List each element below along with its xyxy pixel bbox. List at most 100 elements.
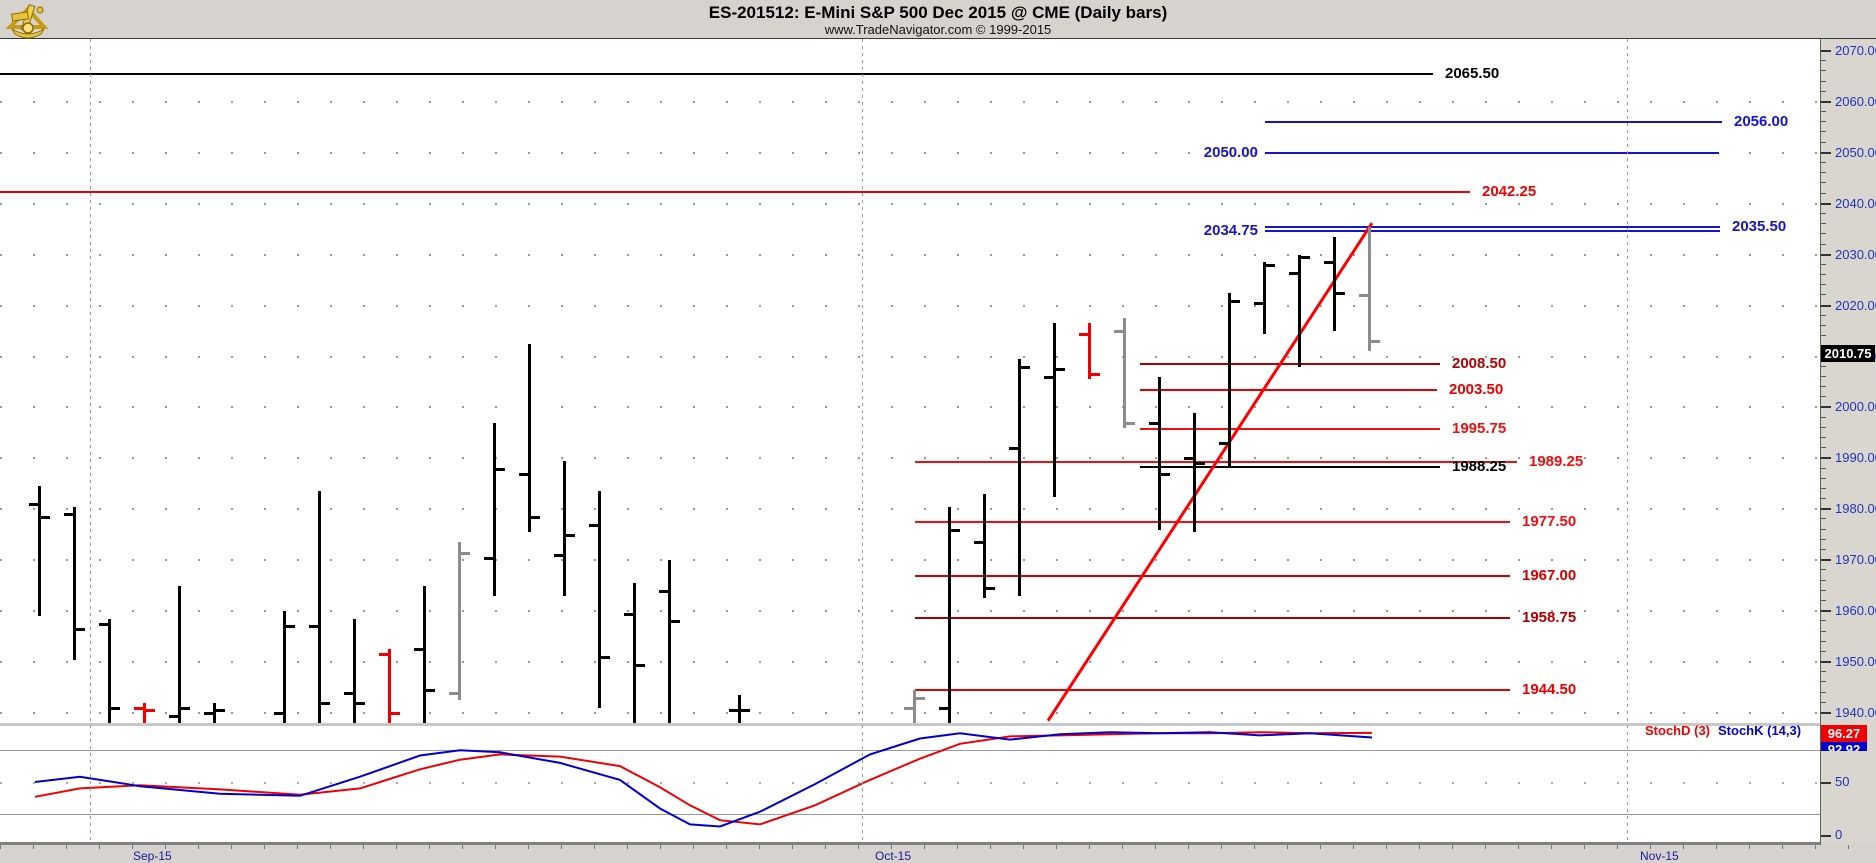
price-axis-minor-tick bbox=[1821, 243, 1826, 245]
ohlc-bar-close-tick bbox=[916, 696, 925, 700]
ohlc-bar-close-tick bbox=[41, 515, 50, 519]
price-axis-major-tick bbox=[1821, 610, 1831, 613]
ohlc-bar-stem bbox=[563, 460, 566, 596]
ohlc-bar-close-tick bbox=[741, 709, 750, 713]
price-axis-minor-tick bbox=[1821, 70, 1826, 72]
price-level-label: 2008.50 bbox=[1452, 355, 1507, 373]
price-axis-minor-tick bbox=[1821, 681, 1826, 683]
ohlc-bar-open-tick bbox=[379, 653, 388, 657]
price-level-line bbox=[1140, 388, 1437, 391]
price-gridline-dotted bbox=[0, 151, 1820, 154]
price-level-label: 2034.75 bbox=[1203, 221, 1258, 239]
price-level-label: 2050.00 bbox=[1203, 143, 1258, 161]
price-axis-minor-tick bbox=[1821, 263, 1826, 265]
price-gridline-dotted bbox=[0, 253, 1820, 256]
price-axis-label: 2040.00 bbox=[1835, 195, 1876, 211]
price-gridline-dotted bbox=[0, 406, 1820, 409]
price-axis-minor-tick bbox=[1821, 121, 1826, 123]
price-axis-minor-tick bbox=[1821, 477, 1826, 479]
price-axis-minor-tick bbox=[1821, 528, 1826, 530]
stochk-value-badge: 92.92 bbox=[1821, 741, 1867, 751]
ohlc-bar-close-tick bbox=[566, 533, 575, 537]
ohlc-bar-stem bbox=[598, 491, 601, 708]
ohlc-bar-open-tick bbox=[1359, 294, 1368, 298]
price-axis-minor-tick bbox=[1821, 111, 1826, 113]
price-gridline-dotted bbox=[0, 202, 1820, 205]
ohlc-bar-stem bbox=[1193, 412, 1196, 533]
ohlc-bar-close-tick bbox=[1021, 365, 1030, 369]
ohlc-bar-open-tick bbox=[729, 709, 738, 713]
ohlc-bar-close-tick bbox=[1161, 472, 1170, 476]
price-axis-minor-tick bbox=[1821, 90, 1826, 92]
ohlc-bar-open-tick bbox=[414, 648, 423, 652]
ohlc-bar-stem bbox=[913, 690, 916, 723]
stochd-value-badge: 96.27 bbox=[1821, 724, 1867, 742]
price-axis-major-tick bbox=[1821, 151, 1831, 154]
stochd-curve bbox=[34, 731, 1373, 826]
ohlc-bar-stem bbox=[458, 542, 461, 701]
price-gridline-dotted bbox=[0, 508, 1820, 511]
ohlc-bar-close-tick bbox=[1196, 462, 1205, 466]
price-axis-label: 2050.00 bbox=[1835, 144, 1876, 160]
ohlc-bar-stem bbox=[143, 702, 146, 723]
ohlc-bar-open-tick bbox=[519, 472, 528, 476]
ohlc-bar-open-tick bbox=[169, 714, 178, 718]
price-axis-minor-tick bbox=[1821, 518, 1826, 520]
ohlc-bar-open-tick bbox=[99, 622, 108, 626]
price-axis-minor-tick bbox=[1821, 589, 1826, 591]
price-axis-label: 1940.00 bbox=[1835, 704, 1876, 720]
price-axis-major-tick bbox=[1821, 406, 1831, 409]
price-axis-minor-tick bbox=[1821, 437, 1826, 438]
ohlc-bar-open-tick bbox=[624, 612, 633, 616]
price-panel: TradeNavigator.com 2065.502056.002050.00… bbox=[0, 39, 1820, 723]
price-axis-major-tick bbox=[1821, 304, 1831, 307]
ohlc-bar-close-tick bbox=[426, 689, 435, 693]
price-level-label: 2065.50 bbox=[1445, 64, 1500, 82]
price-axis-major-tick bbox=[1821, 559, 1831, 562]
price-gridline-dotted bbox=[0, 661, 1820, 664]
ohlc-bar-close-tick bbox=[321, 701, 330, 705]
price-level-line bbox=[1265, 229, 1720, 232]
ohlc-bar-close-tick bbox=[356, 701, 365, 705]
stochk-curve bbox=[34, 731, 1373, 828]
price-axis-minor-tick bbox=[1821, 630, 1826, 632]
stoch-axis-tick bbox=[1821, 782, 1831, 784]
price-level-label: 1958.75 bbox=[1522, 608, 1577, 626]
chart-title: ES-201512: E-Mini S&P 500 Dec 2015 @ CME… bbox=[708, 3, 1168, 22]
date-axis-label: Nov-15 bbox=[1640, 849, 1679, 863]
ohlc-bar-open-tick bbox=[1184, 457, 1193, 461]
price-level-label: 1989.25 bbox=[1529, 453, 1584, 471]
ohlc-bar-open-tick bbox=[1254, 302, 1263, 306]
price-axis-minor-tick bbox=[1821, 172, 1826, 174]
price-axis-major-tick bbox=[1821, 100, 1831, 103]
ohlc-bar-open-tick bbox=[449, 691, 458, 695]
price-axis-minor-tick bbox=[1821, 192, 1826, 194]
price-axis-label: 2060.00 bbox=[1835, 93, 1876, 109]
date-axis[interactable]: Sep-15 Oct-15 Nov-15 bbox=[0, 845, 1876, 863]
ohlc-bar-stem bbox=[493, 422, 496, 596]
price-axis-minor-tick bbox=[1821, 498, 1826, 500]
ohlc-bar-close-tick bbox=[1301, 256, 1310, 260]
price-axis-major-tick bbox=[1821, 457, 1831, 460]
price-axis-label: 1980.00 bbox=[1835, 501, 1876, 517]
tradenavigator-logo-icon bbox=[5, 4, 49, 39]
price-axis-minor-tick bbox=[1821, 365, 1826, 367]
price-axis-minor-tick bbox=[1821, 599, 1826, 601]
ohlc-bar-stem bbox=[38, 486, 41, 617]
stoch-axis-label: 50 bbox=[1835, 774, 1850, 789]
stoch-gridline-dotted bbox=[0, 782, 1820, 784]
price-axis-minor-tick bbox=[1821, 274, 1826, 276]
price-axis-minor-tick bbox=[1821, 487, 1826, 489]
ohlc-bar-stem bbox=[983, 494, 986, 599]
stochk-label: StochK (14,3) bbox=[1718, 723, 1802, 738]
ohlc-bar-open-tick bbox=[554, 554, 563, 558]
ohlc-bar-close-tick bbox=[986, 587, 995, 591]
price-axis[interactable]: 2070.00 2060.00 2050.00 2040.00 2030.00 2020.… bbox=[1820, 39, 1876, 845]
price-axis-major-tick bbox=[1821, 711, 1831, 714]
price-level-line bbox=[0, 72, 1433, 75]
month-gridline bbox=[1627, 39, 1628, 842]
ohlc-bar-open-tick bbox=[1079, 332, 1088, 336]
price-gridline-dotted bbox=[0, 559, 1820, 562]
price-level-line bbox=[1140, 466, 1440, 469]
ohlc-bar-close-tick bbox=[531, 515, 540, 519]
